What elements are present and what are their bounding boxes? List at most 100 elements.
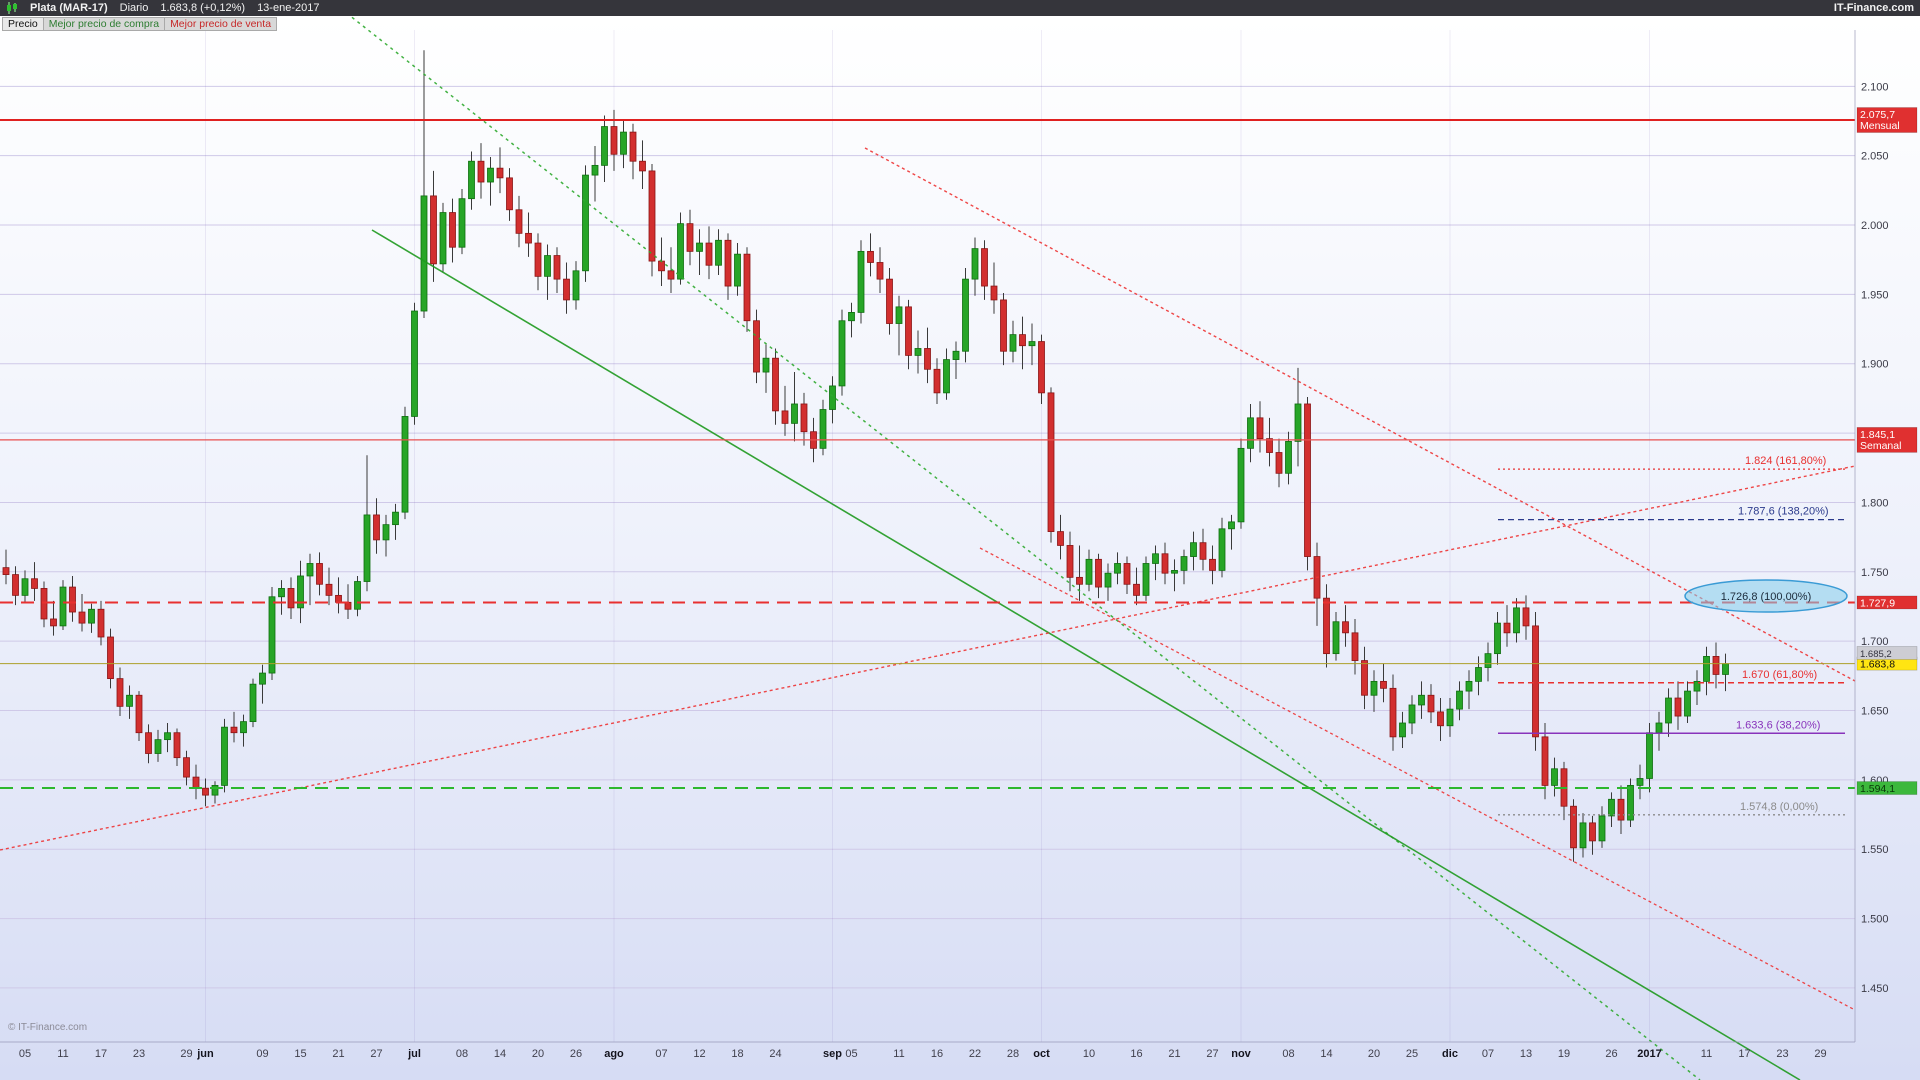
svg-text:1.550: 1.550 [1861,844,1889,856]
fib-label: 1.824 (161,80%) [1745,455,1826,467]
fib-label: 1.670 (61,80%) [1742,669,1817,681]
svg-text:1.800: 1.800 [1861,497,1889,509]
svg-text:24: 24 [769,1048,781,1060]
svg-text:05: 05 [19,1048,31,1060]
svg-text:12: 12 [693,1048,705,1060]
svg-text:20: 20 [532,1048,544,1060]
svg-text:11: 11 [893,1048,904,1060]
svg-text:1.727,9: 1.727,9 [1860,597,1895,609]
svg-text:Semanal: Semanal [1860,440,1901,452]
price-axis: 2.100 2.050 2.000 1.950 1.900 1.800 1.750 1.700… [1856,81,1918,995]
svg-text:2.050: 2.050 [1861,151,1889,163]
svg-text:1.500: 1.500 [1861,914,1889,926]
svg-text:07: 07 [1482,1048,1494,1060]
axis-chip-mensual [1856,107,1918,133]
title-bar: Plata (MAR-17) Diario 1.683,8 (+0,12%) 1… [0,0,1920,16]
candlestick-icon [6,2,18,14]
legend-mejor-precio-compra[interactable]: Mejor precio de compra [42,17,166,31]
plot-border [0,30,1856,1043]
svg-text:1.650: 1.650 [1861,706,1889,718]
instrument-name[interactable]: Plata (MAR-17) [30,2,108,14]
candles-layer[interactable] [2,50,1729,862]
svg-text:29: 29 [1814,1048,1826,1060]
svg-text:1.700: 1.700 [1861,636,1889,648]
svg-text:sep: sep [823,1048,842,1060]
highlight-ellipse [1684,579,1848,613]
axis-chip-resistencia [1856,595,1918,610]
svg-text:26: 26 [570,1048,582,1060]
descending-solid-green [371,229,1801,1080]
axis-chip-soporte [1856,781,1918,795]
axis-chip-semanal [1856,427,1918,453]
fib-label: 1.633,6 (38,20%) [1736,719,1820,731]
svg-text:16: 16 [931,1048,943,1060]
svg-text:1.683,8: 1.683,8 [1860,658,1895,670]
svg-text:15: 15 [294,1048,306,1060]
svg-text:11: 11 [1701,1048,1712,1060]
svg-text:05: 05 [845,1048,857,1060]
svg-text:oct: oct [1033,1048,1050,1060]
quote-label: 1.683,8 (+0,12%) [160,2,246,14]
svg-text:18: 18 [731,1048,743,1060]
svg-text:08: 08 [456,1048,468,1060]
svg-text:1.450: 1.450 [1861,983,1889,995]
fib-label: 1.787,6 (138,20%) [1738,506,1829,518]
svg-text:1.950: 1.950 [1861,289,1889,301]
svg-text:10: 10 [1083,1048,1095,1060]
fib-label: 1.574,8 (0,00%) [1740,801,1818,813]
svg-text:dic: dic [1442,1048,1458,1060]
svg-text:1.685,2: 1.685,2 [1860,649,1892,660]
svg-text:11: 11 [57,1048,68,1060]
svg-text:26: 26 [1605,1048,1617,1060]
svg-text:22: 22 [969,1048,981,1060]
copyright-note: © IT-Finance.com [8,1022,88,1033]
svg-text:2.075,7: 2.075,7 [1860,109,1895,121]
fibonacci-layer[interactable]: 1.824 (161,80%) 1.787,6 (138,20%) 1.726,8 … [1498,455,1848,816]
svg-text:21: 21 [332,1048,344,1060]
grid-layer [0,30,1855,1042]
session-date: 13-ene-2017 [257,2,320,14]
fib-label-100: 1.726,8 (100,00%) [1721,591,1812,603]
svg-text:Mensual: Mensual [1860,120,1900,132]
svg-text:14: 14 [494,1048,506,1060]
svg-text:17: 17 [1738,1048,1750,1060]
brand-logo[interactable]: IT-Finance.com [1833,2,1914,14]
indicator-legend: Precio Mejor precio de compra Mejor prec… [2,17,278,31]
svg-text:25: 25 [1406,1048,1418,1060]
svg-text:28: 28 [1007,1048,1019,1060]
svg-text:19: 19 [1558,1048,1570,1060]
svg-text:1.750: 1.750 [1861,567,1889,579]
axis-chip-mejor-precio-venta [1856,646,1918,660]
chart-background [0,16,1920,1080]
level-lines-layer[interactable] [0,119,1855,790]
svg-text:1.845,1: 1.845,1 [1860,429,1895,441]
timeframe-label[interactable]: Diario [119,2,149,14]
legend-precio[interactable]: Precio [2,17,44,31]
legend-mejor-precio-venta[interactable]: Mejor precio de venta [164,17,278,31]
svg-text:2.000: 2.000 [1861,220,1889,232]
svg-text:09: 09 [256,1048,268,1060]
svg-text:08: 08 [1282,1048,1294,1060]
svg-text:20: 20 [1368,1048,1380,1060]
svg-text:21: 21 [1168,1048,1180,1060]
svg-text:nov: nov [1231,1048,1251,1060]
svg-text:17: 17 [95,1048,107,1060]
svg-text:ago: ago [604,1048,624,1060]
svg-text:23: 23 [1776,1048,1788,1060]
descending-dotted-red-lower [979,547,1856,1011]
svg-text:jul: jul [407,1048,421,1060]
svg-text:23: 23 [133,1048,145,1060]
svg-text:1.900: 1.900 [1861,359,1889,371]
svg-text:16: 16 [1130,1048,1142,1060]
svg-text:27: 27 [370,1048,382,1060]
svg-text:2017: 2017 [1637,1048,1661,1060]
svg-text:13: 13 [1520,1048,1532,1060]
svg-text:2.100: 2.100 [1861,81,1889,93]
svg-text:27: 27 [1206,1048,1218,1060]
svg-text:1.594,1: 1.594,1 [1860,783,1895,795]
svg-text:07: 07 [655,1048,667,1060]
date-axis: 05 11 17 23 29 jun 09 15 21 27 jul 08 14 20 26 ago 07 12 1… [19,1048,1827,1060]
svg-text:jun: jun [196,1048,214,1060]
svg-text:29: 29 [180,1048,192,1060]
